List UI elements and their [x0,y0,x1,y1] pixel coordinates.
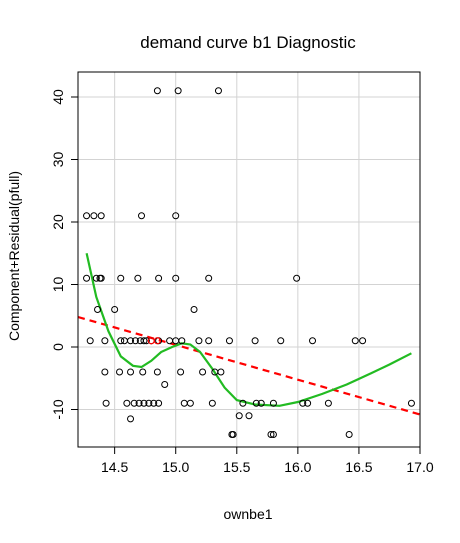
data-point [205,274,213,282]
data-point [140,337,148,345]
data-point [214,87,222,95]
data-point [127,337,135,345]
data-point [116,368,124,376]
x-tick-label: 16.5 [345,459,372,475]
fit-line-series [78,315,420,416]
data-point [83,212,91,220]
scatter-points [83,87,415,438]
data-point [299,399,307,407]
data-point [257,399,265,407]
data-point [309,337,317,345]
data-point [195,337,203,345]
data-point [174,87,182,95]
data-point [267,431,275,438]
data-point [293,274,301,282]
data-point [208,399,216,407]
data-point [324,399,332,407]
data-point [94,306,102,313]
x-tick-label: 14.5 [101,459,128,475]
y-tick-label: 20 [50,214,66,230]
y-axis-label: Component+Residual(pfull) [6,171,22,341]
fit-line [78,315,420,416]
data-point [177,368,185,376]
data-point [123,399,131,407]
data-point [83,274,91,282]
data-point [199,368,207,376]
x-axis-label: ownbe1 [223,506,272,522]
y-tick-label: 0 [50,343,66,351]
data-point [86,337,94,345]
data-point [134,274,142,282]
data-point [217,368,225,376]
smooth-curve [85,252,412,407]
data-point [205,337,213,345]
y-tick-label: 10 [50,277,66,293]
plot-frame [77,71,421,448]
data-point [145,399,153,407]
data-point [180,399,188,407]
highlighted-point [153,337,161,345]
data-point [351,337,359,345]
data-point [153,368,161,376]
data-point [120,337,128,345]
data-point [111,306,119,313]
data-point [155,274,163,282]
data-point [229,431,237,438]
data-point [235,412,243,420]
data-point [190,306,198,313]
x-tick-label: 15.0 [162,459,189,475]
data-point [140,399,148,407]
data-point [102,399,110,407]
chart-title: demand curve b1 Diagnostic [140,33,356,52]
data-point [101,368,109,376]
data-point [304,399,312,407]
grid [78,72,421,447]
data-point [138,212,146,220]
data-point [150,399,158,407]
data-point [97,274,105,282]
data-point [172,274,180,282]
x-tick-label: 17.0 [406,459,433,475]
data-point [178,337,186,345]
data-point [407,399,415,407]
data-point [142,337,150,345]
data-point [117,274,125,282]
data-point [225,337,233,345]
data-point [161,381,169,388]
data-point [127,415,135,423]
x-axis: 14.5 15.0 15.5 16.0 16.5 17.0 [101,447,434,475]
data-point [186,399,194,407]
y-tick-label: 40 [50,89,66,105]
data-point [269,431,277,438]
data-point [166,337,174,345]
data-point [139,368,147,376]
data-point [172,212,180,220]
data-point [117,337,125,345]
data-point [269,399,277,407]
data-point [101,337,109,345]
data-point [153,87,161,95]
smooth-curve-series [85,252,412,407]
y-tick-label: -10 [50,399,66,419]
data-point [97,212,105,220]
x-tick-label: 15.5 [223,459,250,475]
data-point [252,399,260,407]
y-axis: -10 0 10 20 30 40 [50,89,78,420]
x-tick-label: 16.0 [284,459,311,475]
data-point [130,399,138,407]
y-tick-label: 30 [50,152,66,168]
data-point [90,212,98,220]
data-point [131,337,139,345]
data-point [345,431,353,438]
data-point [127,368,135,376]
data-point [155,399,163,407]
data-point [359,337,367,345]
data-point [135,399,143,407]
data-point [277,337,285,345]
data-point [92,274,100,282]
data-point [239,399,247,407]
data-point [251,337,259,345]
data-point [245,412,253,420]
